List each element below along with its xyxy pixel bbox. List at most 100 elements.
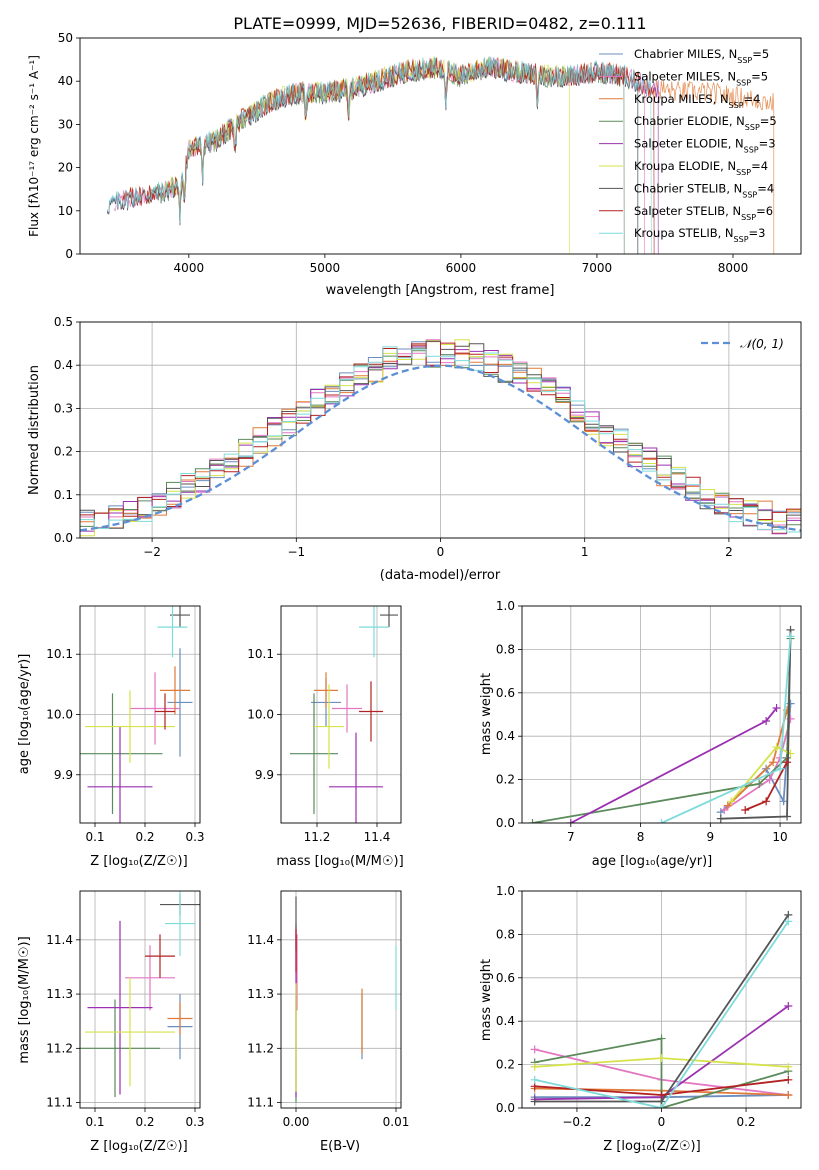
mass-weight-point-marker [783,812,792,821]
mass-weight-point-marker [784,1062,793,1071]
mass-weight-point-marker [741,805,750,814]
y-tick-label: 0.0 [496,816,515,830]
x-tick-label: 0.2 [135,1115,154,1129]
histogram-series-group [80,339,801,537]
mass-weight-vs-metallicity-xlabel: Z [log₁₀(Z/Z☉)] [603,1139,700,1154]
y-tick-label: 10.0 [46,708,73,722]
legend-label: Chabrier STELIB, NSSP=4 [634,181,774,199]
y-tick-label: 0.2 [496,1058,515,1072]
x-tick-label: 0.1 [85,830,104,844]
mass-weight-point-marker [784,1075,793,1084]
x-tick-label: 0.3 [185,830,204,844]
histogram-panel: (data-model)/error Normed distribution −… [27,315,802,583]
y-tick-label: 11.2 [247,1041,274,1055]
y-tick-label: 11.1 [247,1096,274,1110]
mass-vs-metallicity-ylabel: mass [log₁₀(M/M☉)] [17,936,32,1063]
mass-weight-point-marker [727,797,736,806]
y-tick-label: 10 [58,204,73,218]
y-tick-label: 10.1 [247,647,274,661]
y-tick-label: 0.4 [54,358,73,372]
legend-label: 𝒩(0, 1) [740,337,784,351]
y-tick-label: 1.0 [496,599,515,613]
errorbar-group [290,606,398,823]
legend-label: Salpeter MILES, NSSP=5 [634,69,768,87]
mass-weight-point-marker [530,1062,539,1071]
mass-weight-point-marker [765,775,774,784]
y-tick-label: 0.6 [496,971,515,985]
errorbar-group [80,891,200,1098]
spectrum-xlabel: wavelength [Angstrom, rest frame] [326,283,555,298]
x-tick-label: 0.3 [185,1115,204,1129]
histogram-xlabel: (data-model)/error [380,568,501,583]
mass-weight-point-marker [528,819,537,823]
x-tick-label: −0.2 [562,1115,591,1129]
x-tick-label: 4000 [174,261,205,275]
mass-weight-point-marker [720,805,729,814]
mass-weight-point-marker [762,717,771,726]
mass-vs-metallicity-xlabel: Z [log₁₀(Z/Z☉)] [90,1139,187,1154]
y-tick-label: 10.0 [247,708,274,722]
mass-weight-point-marker [530,1097,539,1106]
x-tick-label: 0.01 [383,1115,410,1129]
age-vs-mass-xlabel: mass [log₁₀(M/M☉)] [276,854,403,869]
mass-weight-vs-age-xlabel: age [log₁₀(age/yr)] [592,854,713,869]
mass-weight-vs-age-ylabel: mass weight [479,673,494,755]
x-tick-label: 2 [725,545,733,559]
y-tick-label: 11.1 [46,1096,73,1110]
mass-weight-point-marker [784,1002,793,1011]
histogram-series-step [80,346,801,533]
x-tick-label: −1 [287,545,305,559]
spectrum-legend: Chabrier MILES, NSSP=5 Salpeter MILES, NS… [599,47,777,244]
y-tick-label: 0.0 [54,531,73,545]
x-tick-label: 0 [437,545,445,559]
mass-weight-vs-age-panel: age [log₁₀(age/yr)] mass weight 7 8 9 10 0.0… [479,599,802,869]
x-tick-label: 7 [567,830,575,844]
mass-weight-point-marker [657,819,666,823]
spectrum-panel: PLATE=0999, MJD=52636, FIBERID=0482, z=0… [27,14,802,298]
axes-frame [79,321,802,539]
age-vs-mass-panel: mass [log₁₀(M/M☉)] 11.2 11.4 9.9 10.0 10.1 [247,605,404,869]
axes-frame [79,890,201,1109]
mass-weight-vs-metallicity-panel: Z [log₁₀(Z/Z☉)] mass weight −0.2 0 0.2 0.0 0… [479,884,802,1154]
axes-frame [280,890,402,1109]
x-tick-label: 10 [772,830,787,844]
mass-weight-point-marker [784,917,793,926]
x-tick-label: 8000 [718,261,749,275]
legend-label: Kroupa STELIB, NSSP=3 [634,226,765,244]
y-tick-label: 0.0 [496,1101,515,1115]
y-tick-label: 0 [65,247,73,261]
age-vs-metallicity-panel: Z [log₁₀(Z/Z☉)] age [log₁₀(age/yr)] 0.1 0… [17,605,205,869]
y-tick-label: 0.8 [496,927,515,941]
mass-weight-point-marker [530,1075,539,1084]
y-tick-label: 20 [58,161,73,175]
mass-weight-series-group [528,625,795,823]
y-tick-label: 0.2 [54,445,73,459]
y-tick-label: 0.4 [496,729,515,743]
mass-weight-point-marker [716,814,725,823]
y-tick-label: 50 [58,31,73,45]
axes-frame [280,605,402,824]
axes-frame [521,605,802,824]
y-tick-label: 0.8 [496,642,515,656]
y-tick-label: 11.2 [46,1041,73,1055]
mass-weight-point-marker [566,819,575,823]
y-tick-label: 1.0 [496,884,515,898]
x-tick-label: 6000 [446,261,477,275]
x-tick-label: 0.2 [135,830,154,844]
spectrum-ylabel: Flux [fλ10⁻¹⁷ erg cm⁻² s⁻¹ A⁻¹] [27,55,41,237]
y-tick-label: 9.9 [54,768,73,782]
mass-weight-series-line [534,920,790,1108]
legend-label: Chabrier ELODIE, NSSP=5 [634,114,777,132]
y-tick-label: 11.4 [46,933,73,947]
x-tick-label: −2 [143,545,161,559]
x-tick-label: 11.4 [364,830,391,844]
x-tick-label: 11.2 [304,830,331,844]
y-tick-label: 0.6 [496,686,515,700]
x-tick-label: 7000 [582,261,613,275]
legend-label: Chabrier MILES, NSSP=5 [634,47,769,65]
mass-vs-ebv-panel: E(B-V) 0.00 0.01 11.1 11.2 11.3 11.4 [247,890,410,1154]
y-tick-label: 0.4 [496,1014,515,1028]
x-tick-label: 5000 [310,261,341,275]
y-tick-label: 0.2 [496,773,515,787]
mass-weight-point-marker [776,764,785,773]
